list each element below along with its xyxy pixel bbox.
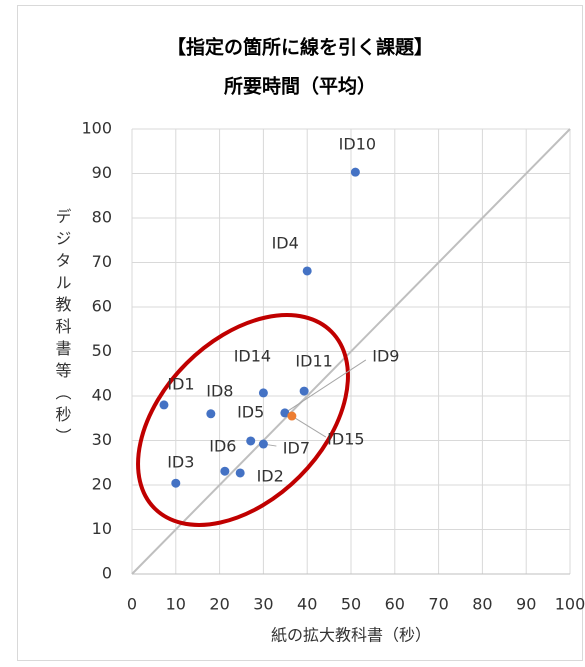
point-label: ID7	[283, 439, 310, 458]
y-tick-label: 60	[92, 297, 112, 316]
y-tick-label: 10	[92, 519, 112, 538]
point-label: ID4	[272, 233, 299, 252]
point	[302, 266, 312, 276]
chart-subtitle: 所要時間（平均）	[224, 75, 376, 98]
y-tick-label: 80	[92, 208, 112, 227]
reference-line	[131, 128, 571, 575]
point	[299, 386, 309, 396]
point-label: ID5	[237, 402, 264, 421]
x-tick-label: 30	[253, 595, 273, 614]
y-tick-label: 0	[102, 564, 112, 583]
x-tick-label: 90	[516, 595, 536, 614]
chart-frame	[17, 5, 583, 661]
x-tick-label: 40	[297, 595, 317, 614]
chart-title: 【指定の箇所に線を引く課題】	[167, 36, 433, 59]
y-tick-label: 100	[81, 119, 112, 138]
x-tick-label: 10	[166, 595, 186, 614]
y-tick-label: 40	[92, 386, 112, 405]
annotation-ellipse	[136, 313, 350, 527]
grid	[131, 128, 571, 575]
y-tick-label: 70	[92, 252, 112, 271]
point-label: ID8	[206, 381, 233, 400]
x-tick-label: 60	[385, 595, 405, 614]
x-tick-label: 100	[555, 595, 585, 614]
x-tick-label: 20	[209, 595, 229, 614]
leader-line	[291, 415, 327, 438]
point-label: ID14	[234, 346, 271, 365]
point	[350, 167, 360, 177]
point-label: ID15	[327, 430, 364, 449]
point	[171, 478, 181, 488]
point-label: ID1	[167, 374, 194, 393]
point	[258, 388, 268, 398]
point-label: ID3	[167, 453, 194, 472]
x-tick-label: 0	[127, 595, 137, 614]
leader-line	[284, 359, 367, 414]
point	[206, 409, 216, 419]
y-tick-label: 50	[92, 341, 112, 360]
point	[287, 411, 297, 421]
point	[235, 468, 245, 478]
x-tick-label: 70	[428, 595, 448, 614]
y-tick-label: 30	[92, 430, 112, 449]
y-tick-label: 20	[92, 475, 112, 494]
point	[258, 439, 268, 449]
point-label: ID9	[372, 346, 399, 365]
point-label: ID10	[339, 135, 376, 154]
y-tick-label: 90	[92, 163, 112, 182]
point	[159, 400, 169, 410]
point-label: ID6	[209, 437, 236, 456]
point	[280, 408, 290, 418]
point-label: ID11	[295, 352, 332, 371]
x-tick-label: 50	[341, 595, 361, 614]
x-axis-label: 紙の拡大教科書（秒）	[271, 626, 431, 645]
x-tick-label: 80	[472, 595, 492, 614]
point-label: ID2	[257, 466, 284, 485]
point	[246, 436, 256, 446]
y-axis-label: デジタル教科書等（秒）	[53, 208, 72, 450]
point	[220, 466, 230, 476]
